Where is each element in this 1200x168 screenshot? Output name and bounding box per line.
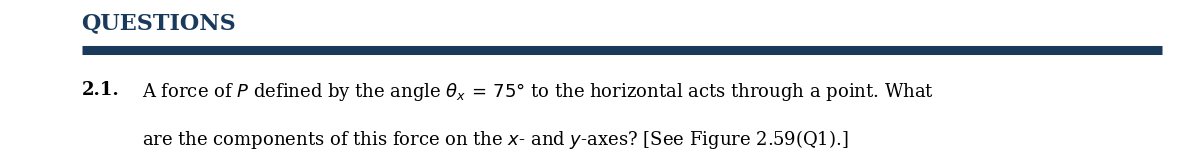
Text: QUESTIONS: QUESTIONS (82, 12, 236, 34)
Text: 2.1.: 2.1. (82, 81, 119, 99)
Text: are the components of this force on the $x$- and $y$-axes? [See Figure 2.59(Q1).: are the components of this force on the … (142, 128, 848, 151)
Text: A force of $P$ defined by the angle $\theta_x\,=\,75°$ to the horizontal acts th: A force of $P$ defined by the angle $\th… (142, 81, 934, 103)
